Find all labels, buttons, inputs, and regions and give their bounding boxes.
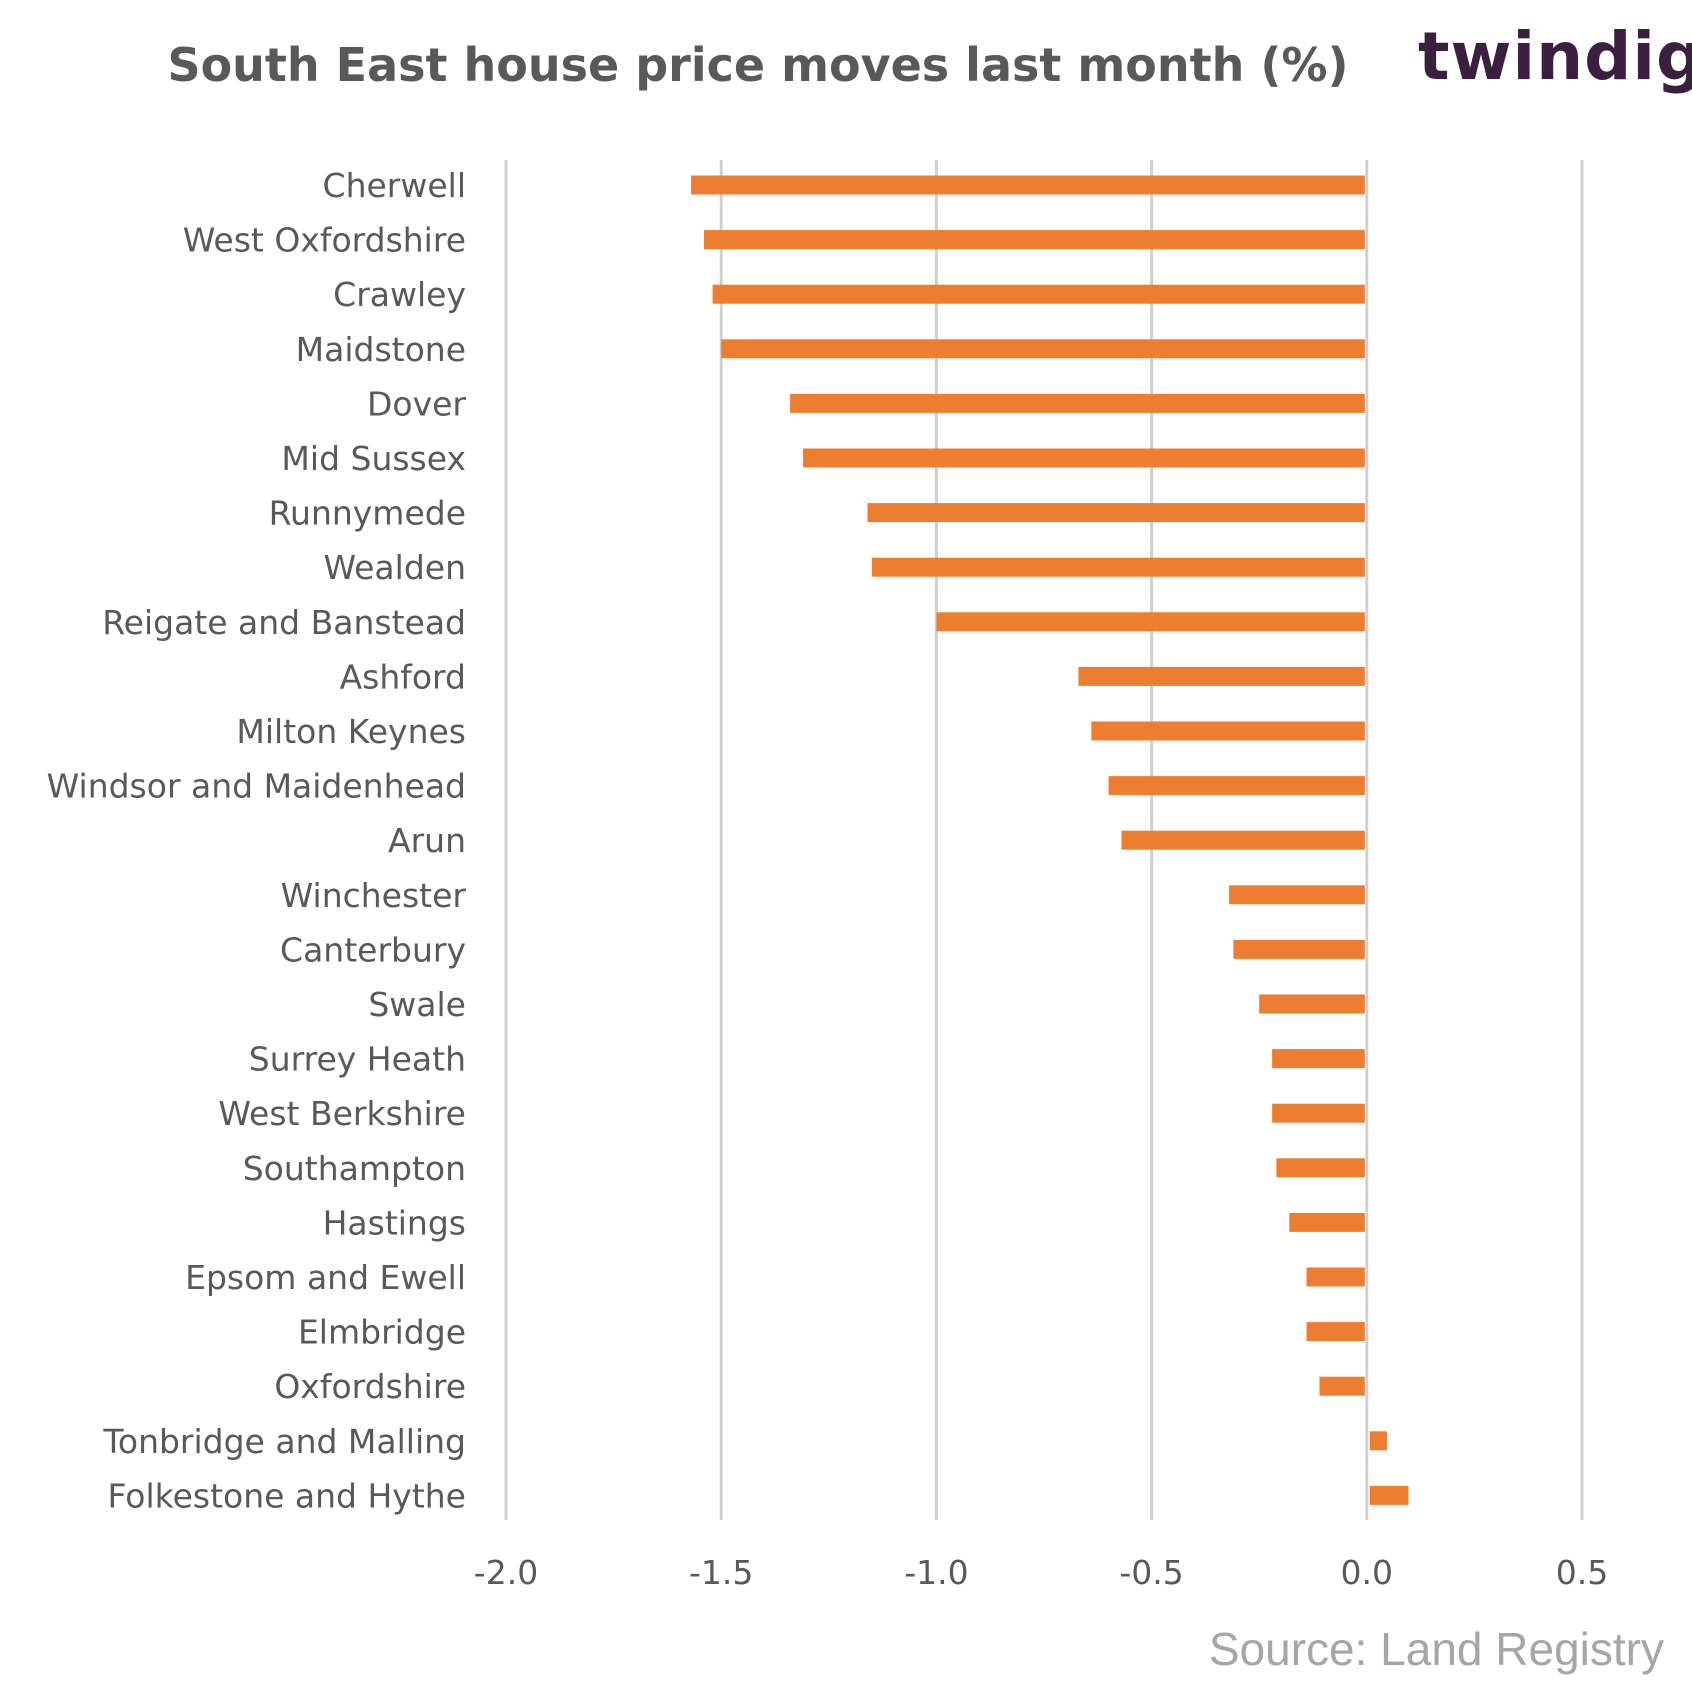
category-label: Milton Keynes	[236, 712, 466, 751]
bar	[703, 230, 1365, 250]
bar	[1289, 1212, 1365, 1232]
bar	[1369, 1431, 1388, 1451]
bar	[936, 612, 1365, 632]
x-tick-label: -2.0	[474, 1553, 538, 1592]
category-label: Surrey Heath	[249, 1040, 466, 1079]
x-tick-label: -1.0	[904, 1553, 968, 1592]
category-label: Epsom and Ewell	[185, 1258, 466, 1297]
x-axis-tick-labels: -2.0 -1.5 -1.0 -0.5 0.0 0.5	[474, 1553, 1608, 1592]
bar	[1121, 830, 1365, 850]
x-tick-label: -1.5	[689, 1553, 753, 1592]
bars	[691, 175, 1409, 1505]
category-label: Folkestone and Hythe	[107, 1476, 466, 1515]
category-label: Ashford	[340, 657, 466, 696]
bar	[1276, 1158, 1365, 1178]
category-label: Reigate and Banstead	[102, 603, 466, 642]
category-label: Canterbury	[280, 930, 466, 969]
category-label: Southampton	[243, 1149, 466, 1188]
bar	[712, 284, 1365, 304]
category-label: West Berkshire	[218, 1094, 466, 1133]
bar	[802, 448, 1365, 468]
bar	[1229, 885, 1365, 905]
x-tick-label: 0.0	[1341, 1553, 1393, 1592]
category-label: Hastings	[323, 1203, 466, 1242]
bar	[1306, 1267, 1365, 1287]
bar	[867, 503, 1365, 523]
bar	[1272, 1103, 1365, 1123]
category-label: Winchester	[281, 876, 467, 915]
category-label: Oxfordshire	[274, 1367, 466, 1406]
bar	[1306, 1322, 1365, 1342]
bar	[1091, 721, 1365, 741]
bar	[1369, 1485, 1409, 1505]
bar	[1259, 994, 1365, 1014]
bar	[1233, 939, 1365, 959]
category-label: Cherwell	[323, 166, 466, 205]
bar	[871, 557, 1365, 577]
category-label: Elmbridge	[298, 1313, 466, 1352]
x-tick-label: -0.5	[1119, 1553, 1183, 1592]
bar	[790, 393, 1365, 413]
source-note: Source: Land Registry	[1208, 1623, 1664, 1675]
category-label: Wealden	[323, 548, 466, 587]
chart-title: South East house price moves last month …	[167, 38, 1349, 92]
bar	[1078, 666, 1365, 686]
category-label: Swale	[368, 985, 466, 1024]
bar	[1319, 1376, 1365, 1396]
bar	[1108, 776, 1365, 796]
bar	[721, 339, 1365, 359]
category-label: Runnymede	[269, 494, 466, 533]
category-label: Arun	[388, 821, 466, 860]
x-tick-label: 0.5	[1556, 1553, 1608, 1592]
twindig-logo: twindig	[1418, 18, 1692, 95]
category-label: Tonbridge and Malling	[102, 1422, 466, 1461]
category-label: Maidstone	[296, 330, 466, 369]
category-label: Mid Sussex	[281, 439, 466, 478]
category-label: Crawley	[333, 275, 466, 314]
bar	[1272, 1049, 1365, 1069]
category-label: Windsor and Maidenhead	[47, 767, 466, 806]
category-label: West Oxfordshire	[183, 221, 466, 260]
bar	[691, 175, 1365, 195]
category-labels: Cherwell West Oxfordshire Crawley Maidstone…	[47, 166, 467, 1515]
category-label: Dover	[367, 384, 466, 423]
gridlines	[504, 160, 1584, 1520]
